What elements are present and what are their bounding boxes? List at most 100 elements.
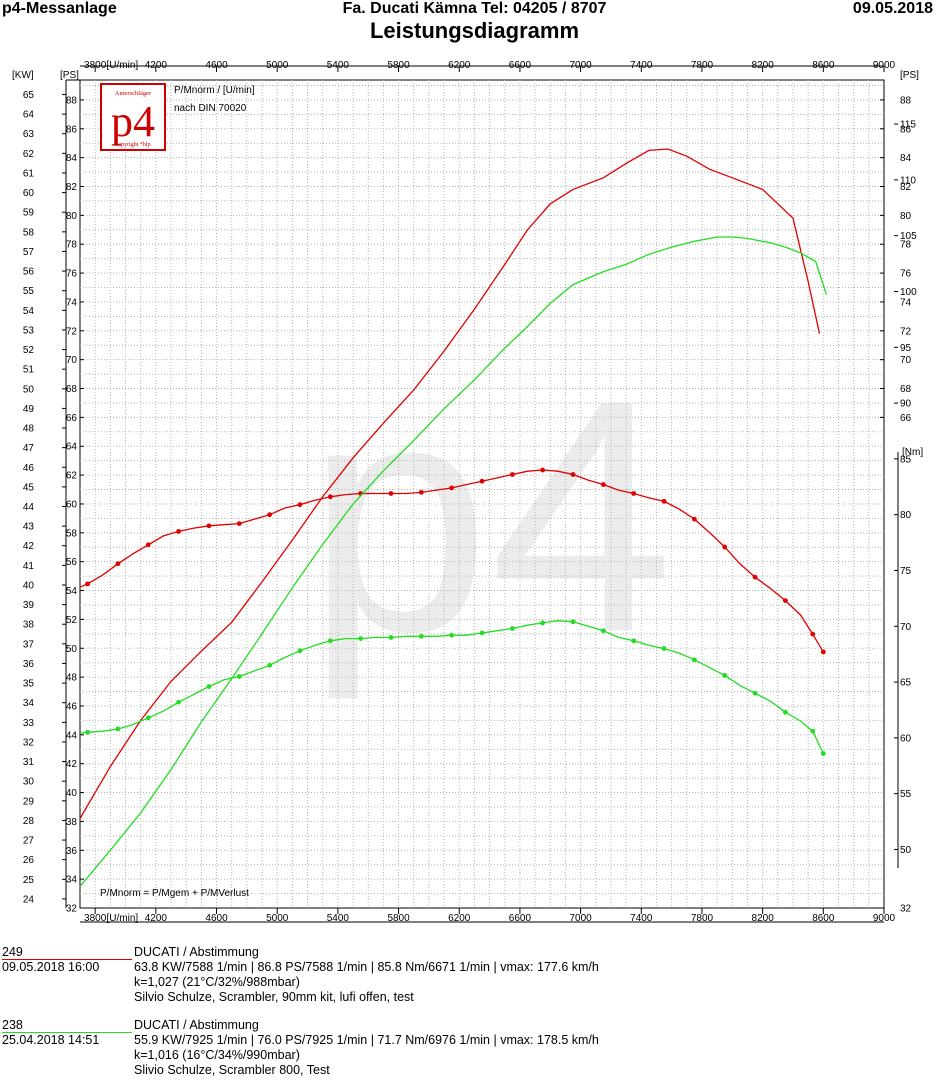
kw-tick-label: 25 [23, 875, 35, 886]
data-point-249-torque [388, 491, 394, 496]
x-tick-label-bottom: 9000 [873, 913, 896, 924]
kw-tick-label: 37 [23, 639, 35, 650]
logo-top-text: Amerschläger [115, 90, 152, 97]
nm-tick-label: 100 [900, 287, 917, 298]
ps-tick-label-left: 88 [66, 95, 78, 106]
run-correction: k=1,027 (21°C/32%/988mbar) [134, 975, 300, 989]
ps-tick-label-right: 72 [900, 326, 912, 337]
ps-tick-label-left: 70 [66, 355, 78, 366]
x-tick-label-top: 9000 [873, 60, 896, 71]
x-tick-label-bottom: 7400 [630, 913, 653, 924]
kw-tick-label: 24 [23, 894, 35, 905]
run-date: 09.05.2018 16:00 [2, 960, 100, 974]
nm-tick-label: 60 [900, 733, 912, 744]
ps-tick-label-left: 40 [66, 788, 78, 799]
kw-tick-label: 33 [23, 718, 35, 729]
kw-tick-label: 31 [23, 757, 35, 768]
data-point-238-torque [327, 638, 333, 644]
ps-axis-label-left: [PS] [60, 70, 79, 81]
ps-tick-label-right: 78 [900, 240, 912, 251]
x-tick-label-bottom: 6200 [448, 913, 471, 924]
ps-tick-label-left: 82 [66, 182, 78, 193]
data-point-238-torque [418, 633, 424, 639]
run-description: Slivio Schulze, Scrambler 800, Test [134, 1063, 330, 1077]
x-tick-label-top: 4200 [145, 60, 168, 71]
data-point-249-torque [115, 561, 121, 567]
kw-tick-label: 65 [23, 90, 35, 101]
chart-title: Leistungsdiagramm [369, 18, 580, 43]
data-point-249-torque [449, 485, 455, 491]
nm-tick-label: 90 [900, 399, 912, 410]
ps-tick-label-right: 80 [900, 211, 912, 222]
ps-tick-label-left: 86 [66, 124, 78, 135]
din-label: nach DIN 70020 [174, 103, 247, 114]
nm-tick-label: 110 [900, 175, 916, 186]
kw-tick-label: 54 [23, 306, 35, 317]
data-point-249-torque [661, 498, 667, 504]
data-point-249-torque [631, 491, 637, 496]
plot-frame [79, 79, 885, 909]
ps-tick-label-right: 68 [900, 384, 912, 395]
data-point-249-torque [782, 598, 788, 604]
ps-tick-label-left: 78 [66, 240, 78, 251]
norm-label: P/Mnorm / [U/min] [174, 85, 255, 96]
run-peak-values: 55.9 KW/7925 1/min | 76.0 PS/7925 1/min … [134, 1033, 599, 1047]
x-tick-label-bottom: 7800 [691, 913, 714, 924]
ps-tick-label-right: 88 [900, 95, 912, 106]
ps-tick-label-left: 66 [66, 413, 78, 424]
data-point-238-torque [810, 728, 816, 734]
nm-tick-label: 50 [900, 845, 912, 856]
kw-tick-label: 50 [23, 384, 35, 395]
x-tick-label-bottom: 4600 [205, 913, 228, 924]
kw-tick-label: 30 [23, 777, 35, 788]
nm-tick-label: 85 [900, 454, 912, 465]
kw-tick-label: 55 [23, 286, 35, 297]
nm-axis-label: [Nm] [902, 447, 923, 458]
x-tick-label-bottom: 4200 [145, 913, 168, 924]
kw-tick-label: 43 [23, 522, 35, 533]
data-point-249-torque [206, 523, 212, 529]
data-point-249-torque [752, 574, 758, 580]
data-point-238-torque [570, 619, 576, 625]
data-point-249-torque [267, 512, 273, 518]
data-point-249-torque [85, 581, 90, 587]
data-point-238-torque [509, 626, 515, 631]
run-correction: k=1,016 (16°C/34%/990mbar) [134, 1048, 300, 1062]
x-tick-label-top: 4600 [205, 60, 228, 71]
data-point-238-torque [540, 620, 546, 626]
ps-tick-label-right: 74 [900, 297, 912, 308]
data-point-249-torque [600, 482, 606, 487]
ps-tick-label-right: 86 [900, 124, 912, 135]
kw-tick-label: 47 [23, 443, 35, 454]
x-unit-bottom: [U/min] [107, 913, 139, 924]
kw-tick-label: 59 [23, 208, 35, 219]
kw-tick-label: 34 [23, 698, 35, 709]
kw-tick-label: 48 [23, 424, 35, 435]
x-unit-top: [U/min] [107, 60, 139, 71]
data-point-249-torque [145, 542, 151, 548]
kw-tick-label: 45 [23, 482, 35, 493]
x-tick-label-top: 7400 [630, 60, 653, 71]
ps-tick-label-left: 84 [66, 153, 78, 164]
ps-tick-label-left: 54 [66, 586, 78, 597]
data-point-249-torque [297, 502, 303, 508]
ps-tick-label-left: 64 [66, 442, 78, 453]
ps-tick-label-left: 58 [66, 528, 78, 539]
data-point-249-torque [820, 649, 826, 655]
ps-tick-label-left: 76 [66, 269, 78, 280]
x-tick-label-bottom: 8600 [812, 913, 835, 924]
series-line-249-power_ps [79, 148, 821, 819]
run-title: DUCATI / Abstimmung [134, 945, 259, 959]
data-point-238-torque [691, 657, 697, 663]
x-tick-label-top: 7800 [691, 60, 714, 71]
data-point-238-torque [388, 635, 394, 640]
ps-tick-label-right: 76 [900, 269, 912, 280]
kw-tick-label: 36 [23, 659, 35, 670]
nm-tick-label: 55 [900, 789, 912, 800]
logo-bottom-text: copyright *hlp [115, 142, 150, 148]
kw-tick-label: 58 [23, 227, 35, 238]
x-tick-label-bottom: 5400 [327, 913, 350, 924]
formula-label: P/Mnorm = P/Mgem + P/MVerlust [100, 888, 249, 899]
run-description: Silvio Schulze, Scrambler, 90mm kit, luf… [134, 990, 414, 1004]
x-tick-label-top: 7000 [569, 60, 592, 71]
